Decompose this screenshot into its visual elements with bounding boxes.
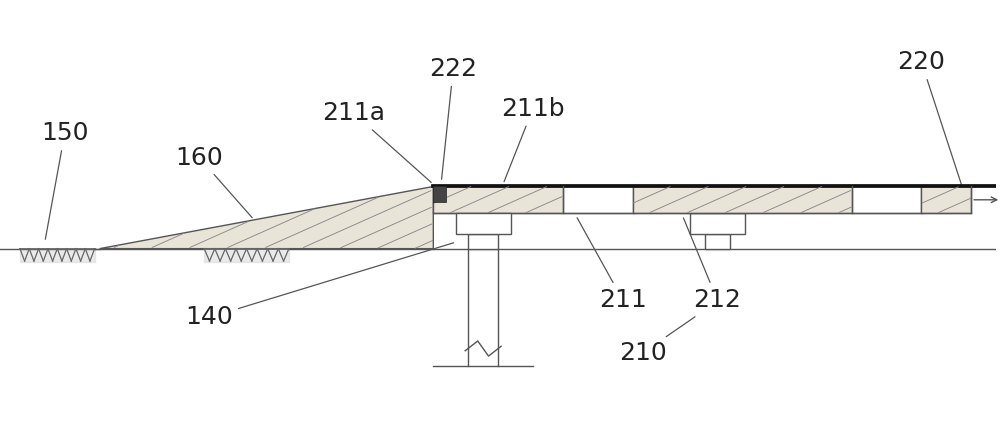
- Text: 211a: 211a: [322, 101, 431, 182]
- Polygon shape: [633, 186, 852, 213]
- Text: 150: 150: [41, 121, 88, 239]
- Text: 220: 220: [897, 50, 963, 190]
- Bar: [433, 186, 446, 202]
- Bar: [468, 234, 498, 249]
- Text: 210: 210: [619, 317, 695, 365]
- Polygon shape: [433, 186, 563, 213]
- Polygon shape: [921, 186, 971, 213]
- Text: 211: 211: [577, 218, 646, 312]
- Bar: [705, 234, 730, 249]
- Text: 212: 212: [683, 218, 741, 312]
- Text: 211b: 211b: [501, 97, 565, 182]
- Polygon shape: [100, 186, 433, 249]
- Text: 160: 160: [175, 146, 252, 218]
- Text: 140: 140: [185, 243, 454, 329]
- Text: 222: 222: [429, 57, 477, 179]
- Bar: [456, 213, 511, 234]
- Bar: [690, 213, 745, 234]
